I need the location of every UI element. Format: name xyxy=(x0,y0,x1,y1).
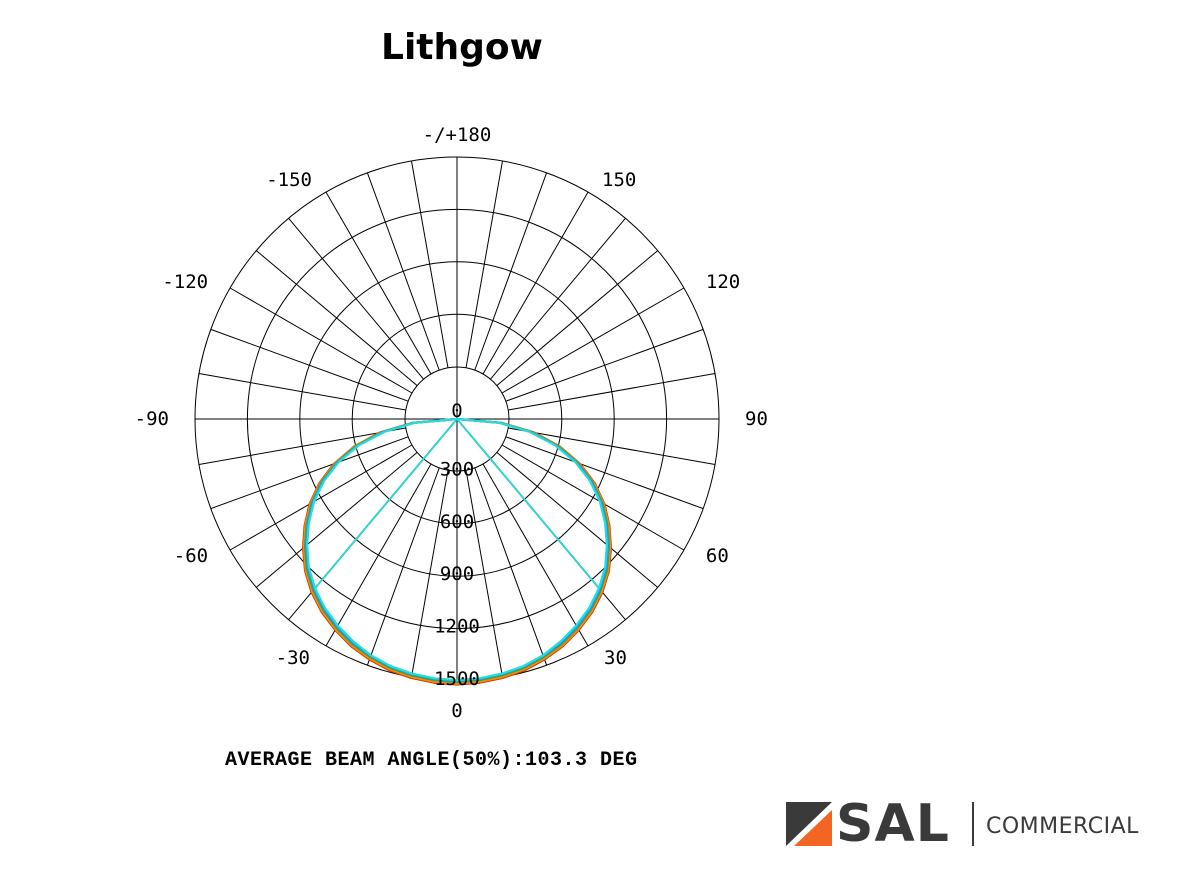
grid-spoke xyxy=(229,287,413,394)
angle-label: 120 xyxy=(706,271,740,293)
intensity-curves xyxy=(302,417,612,686)
grid-spoke xyxy=(198,373,406,411)
angle-label: -/+180 xyxy=(423,124,492,146)
angle-label: 150 xyxy=(602,169,636,191)
radial-tick-label: 1500 xyxy=(434,668,480,690)
grid-spoke xyxy=(508,427,716,465)
intensity-spur-4 xyxy=(456,418,600,589)
radial-tick-label: 1200 xyxy=(434,616,480,638)
sal-commercial-logo: SAL COMMERCIAL xyxy=(786,796,1146,852)
grid-spoke xyxy=(325,463,432,647)
angle-label: -90 xyxy=(135,408,169,430)
grid-spoke xyxy=(255,452,418,588)
grid-spoke xyxy=(411,470,449,678)
grid-spoke xyxy=(496,452,659,588)
center-label: 0 xyxy=(451,400,462,422)
beam-angle-note: AVERAGE BEAM ANGLE(50%):103.3 DEG xyxy=(225,749,638,772)
grid-spoke xyxy=(496,250,659,386)
grid-spoke xyxy=(229,444,413,551)
grid-spoke xyxy=(198,427,406,465)
grid-spoke xyxy=(465,160,503,368)
radial-tick-label: 900 xyxy=(440,563,474,585)
angle-label: 90 xyxy=(745,408,768,430)
angle-label: -30 xyxy=(276,647,310,669)
radial-tick-label: 300 xyxy=(440,458,474,480)
angle-label: -150 xyxy=(266,169,312,191)
angle-label: 60 xyxy=(706,545,729,567)
grid-spoke xyxy=(366,467,440,666)
grid-spoke xyxy=(411,160,449,368)
grid-spoke xyxy=(366,172,440,371)
angle-label: 0 xyxy=(451,700,462,722)
logo-brand-text: SAL xyxy=(836,794,950,854)
angle-label: -60 xyxy=(174,545,208,567)
grid-spoke xyxy=(501,444,685,551)
angle-label: 30 xyxy=(604,647,627,669)
grid-spoke xyxy=(465,470,503,678)
grid-spoke xyxy=(482,191,589,375)
intensity-curve-1 xyxy=(302,417,612,685)
sal-mark-icon xyxy=(786,802,832,846)
logo-division-text: COMMERCIAL xyxy=(986,814,1139,839)
radial-tick-label: 600 xyxy=(440,511,474,533)
intensity-spur-4 xyxy=(314,418,458,589)
logo-divider xyxy=(972,802,974,846)
grid-spoke xyxy=(288,217,424,380)
angle-label: -120 xyxy=(162,271,208,293)
grid-spoke xyxy=(210,328,409,402)
polar-labels: -/+1801501209060300-30-60-90-120-1500300… xyxy=(135,124,768,722)
grid-spoke xyxy=(474,467,548,666)
grid-spoke xyxy=(325,191,432,375)
grid-spoke xyxy=(505,328,704,402)
grid-spoke xyxy=(210,436,409,510)
grid-spoke xyxy=(490,217,626,380)
grid-spoke xyxy=(501,287,685,394)
page-title: Lithgow xyxy=(381,27,543,68)
grid-spoke xyxy=(255,250,418,386)
grid-spoke xyxy=(505,436,704,510)
intensity-curve-4 xyxy=(306,417,608,682)
grid-spoke xyxy=(508,373,716,411)
grid-spoke xyxy=(474,172,548,371)
grid-spoke xyxy=(482,463,589,647)
